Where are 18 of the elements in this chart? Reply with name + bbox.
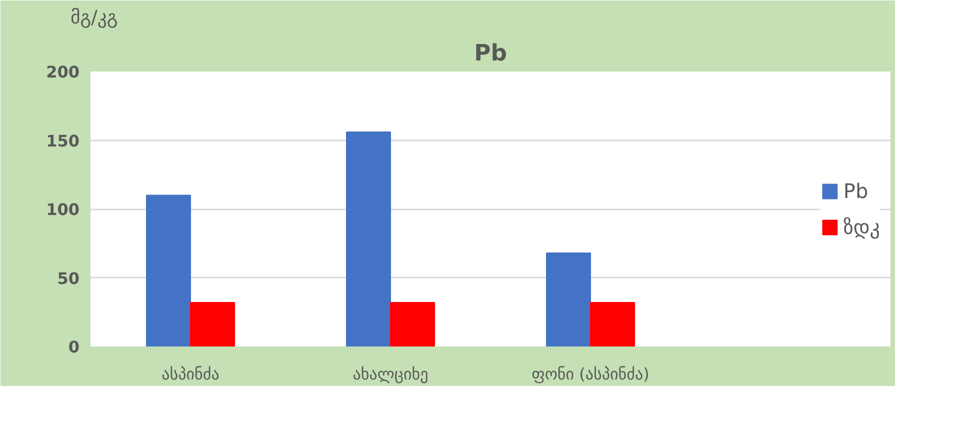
- bar: [546, 252, 591, 346]
- y-axis-title: მგ/კგ: [70, 8, 118, 28]
- y-tick-label: 100: [46, 200, 80, 219]
- y-tick-label: 50: [57, 268, 80, 288]
- bar: [390, 302, 435, 346]
- bar: [146, 194, 191, 346]
- legend-label: ზდკ: [843, 214, 880, 238]
- chart-title: Pb: [474, 40, 507, 66]
- y-tick-label: 0: [68, 338, 80, 356]
- y-tick-label: 150: [46, 131, 80, 150]
- x-tick-label: ფონი (ასპინძა): [532, 364, 650, 384]
- x-tick-label: ახალციხე: [352, 364, 428, 384]
- y-tick-label: 200: [46, 62, 80, 82]
- x-tick-label: ასპინძა: [162, 364, 220, 384]
- legend-label: Pb: [843, 178, 868, 202]
- bar: [190, 302, 235, 346]
- bar: [346, 132, 391, 346]
- bar: [590, 302, 635, 346]
